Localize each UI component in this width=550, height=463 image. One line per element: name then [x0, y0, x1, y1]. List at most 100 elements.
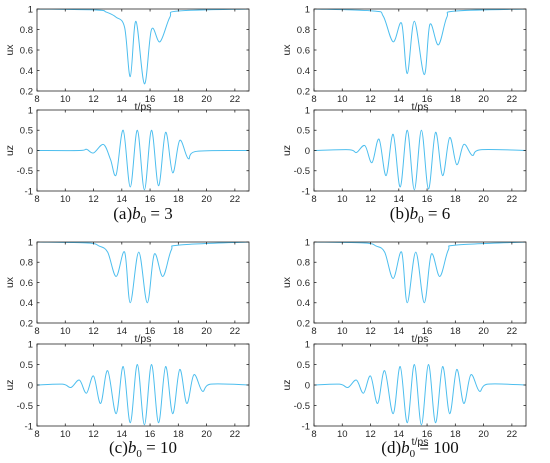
y-axis-label: uz [4, 379, 16, 390]
subplot-b-uz: 8 10 12 14 16 18 20 22 -1 -0.5 0 0.5 1 uz [281, 105, 527, 205]
x-axis-label: t/ps [135, 333, 152, 345]
captions-layer: (a)b0 = 3 (b)b0 = 6 (c)b0 = 10 (d)b0 = 100 [109, 204, 459, 460]
series-line-b-uz [314, 129, 526, 191]
x-tick-label: 10 [337, 429, 348, 440]
x-tick-label: 20 [201, 94, 212, 105]
series-line-a-uz [37, 129, 249, 191]
y-tick-label: 1 [28, 105, 33, 116]
y-tick-label: 0.8 [297, 25, 310, 36]
subplot-a-uz: 8 10 12 14 16 18 20 22 -1 -0.5 0 0.5 1 uz [4, 105, 250, 205]
x-tick-label: 8 [34, 94, 39, 105]
subplot-d-uz: 8 10 12 14 16 18 20 22 -1 -0.5 0 0.5 1 t/ps uz [281, 339, 527, 448]
y-axis-label: uz [4, 145, 16, 156]
x-tick-label: 14 [394, 429, 405, 440]
y-tick-label: -0.5 [294, 166, 310, 177]
x-axis-label: t/ps [135, 101, 152, 113]
y-tick-label: -1 [25, 186, 33, 197]
y-tick-label: 0.2 [20, 86, 33, 97]
x-tick-label: 22 [507, 429, 518, 440]
series-line-b-ux [314, 9, 526, 76]
y-tick-label: 0.6 [297, 278, 310, 289]
y-tick-label: 0 [305, 380, 310, 391]
x-tick-label: 20 [478, 94, 489, 105]
y-tick-label: 0.5 [297, 360, 310, 371]
y-tick-label: 0.5 [297, 126, 310, 137]
y-tick-label: -1 [302, 421, 310, 432]
series-line-d-ux [314, 242, 526, 304]
y-tick-label: 0 [28, 146, 33, 157]
x-tick-label: 10 [60, 429, 71, 440]
y-tick-label: 0.6 [20, 45, 33, 56]
y-axis-label: uz [281, 379, 293, 390]
y-tick-label: 0.4 [20, 298, 33, 309]
x-tick-label: 20 [201, 194, 212, 205]
series-line-c-ux [37, 242, 249, 304]
y-axis-label: ux [281, 276, 293, 288]
x-tick-label: 14 [117, 326, 128, 337]
series-line-c-uz [37, 363, 249, 426]
x-tick-label: 12 [365, 326, 376, 337]
x-tick-label: 10 [337, 194, 348, 205]
y-tick-label: 1 [305, 237, 310, 248]
y-tick-label: 0 [305, 146, 310, 157]
x-tick-label: 14 [394, 326, 405, 337]
x-tick-label: 18 [173, 326, 184, 337]
subplot-c-uz: 8 10 12 14 16 18 20 22 -1 -0.5 0 0.5 1 uz [4, 339, 250, 440]
x-tick-label: 16 [145, 326, 156, 337]
x-tick-label: 12 [88, 429, 99, 440]
x-tick-label: 16 [422, 429, 433, 440]
y-axis-label: ux [4, 276, 16, 288]
x-tick-label: 22 [230, 194, 241, 205]
y-tick-label: 1 [28, 339, 33, 350]
x-tick-label: 8 [34, 326, 39, 337]
x-tick-label: 22 [230, 429, 241, 440]
x-tick-label: 16 [422, 326, 433, 337]
y-tick-label: 1 [28, 4, 33, 15]
x-tick-label: 12 [88, 194, 99, 205]
x-tick-label: 10 [60, 326, 71, 337]
panel-caption-a: (a)b0 = 3 [113, 204, 172, 226]
y-tick-label: 0.8 [297, 258, 310, 269]
y-axis-label: uz [281, 145, 293, 156]
y-axis-label: ux [4, 44, 16, 56]
y-tick-label: -1 [25, 421, 33, 432]
y-tick-label: 0.2 [297, 318, 310, 329]
y-tick-label: 0.4 [20, 66, 33, 77]
x-tick-label: 18 [173, 94, 184, 105]
x-tick-label: 18 [450, 326, 461, 337]
y-tick-label: 0 [28, 380, 33, 391]
x-tick-label: 8 [311, 194, 316, 205]
x-tick-label: 8 [311, 94, 316, 105]
x-tick-label: 10 [337, 94, 348, 105]
panel-caption-d: (d)b0 = 100 [381, 438, 458, 460]
x-axis-label: t/ps [412, 101, 429, 113]
subplot-b-ux: 8 10 12 14 16 18 20 22 0.2 0.4 0.6 0.8 1 t/ps ux [281, 4, 527, 113]
y-tick-label: 0.6 [20, 278, 33, 289]
x-tick-label: 18 [450, 194, 461, 205]
x-tick-label: 14 [394, 94, 405, 105]
x-tick-label: 22 [230, 326, 241, 337]
subplot-d-ux: 8 10 12 14 16 18 20 22 0.2 0.4 0.6 0.8 1 t/ps ux [281, 237, 527, 345]
x-tick-label: 20 [201, 429, 212, 440]
x-tick-label: 22 [507, 94, 518, 105]
x-tick-label: 18 [173, 429, 184, 440]
x-tick-label: 8 [34, 429, 39, 440]
x-tick-label: 22 [230, 94, 241, 105]
x-tick-label: 20 [478, 326, 489, 337]
x-tick-label: 8 [311, 326, 316, 337]
x-tick-label: 10 [60, 94, 71, 105]
x-tick-label: 14 [394, 194, 405, 205]
x-tick-label: 16 [422, 194, 433, 205]
y-tick-label: 1 [305, 105, 310, 116]
y-tick-label: -0.5 [17, 401, 33, 412]
y-tick-label: 0.5 [20, 360, 33, 371]
x-tick-label: 20 [478, 194, 489, 205]
x-axis-label: t/ps [412, 333, 429, 345]
x-tick-label: 10 [337, 326, 348, 337]
y-tick-label: 0.6 [297, 45, 310, 56]
panel-caption-b: (b)b0 = 6 [390, 204, 450, 226]
x-tick-label: 12 [88, 94, 99, 105]
x-tick-label: 22 [507, 326, 518, 337]
x-tick-label: 22 [507, 194, 518, 205]
